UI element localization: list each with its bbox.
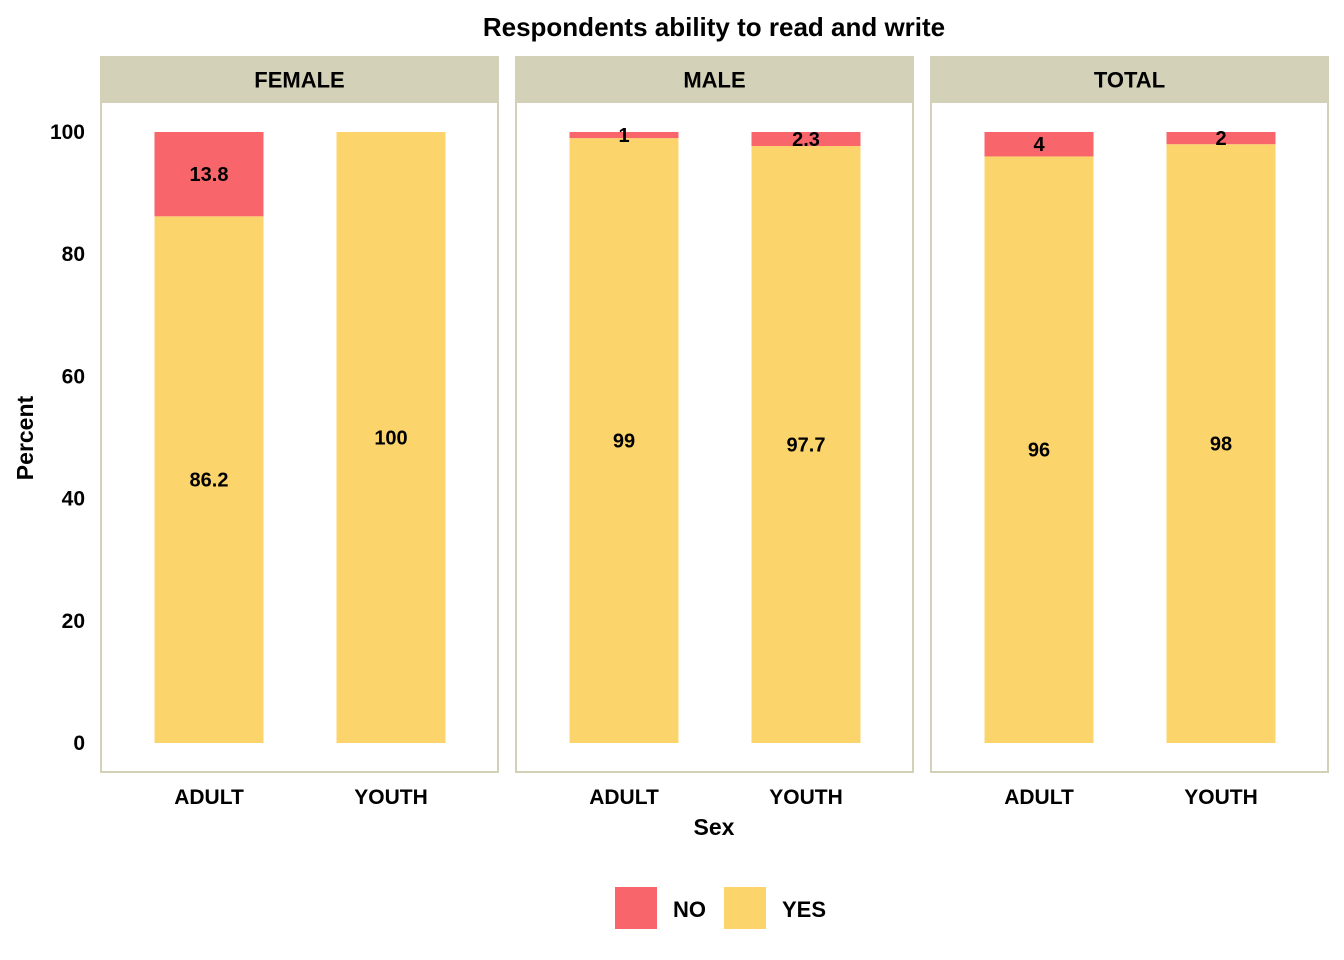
y-tick-label: 20	[62, 610, 85, 633]
legend-label-no: NO	[673, 897, 706, 922]
legend-label-yes: YES	[782, 897, 826, 922]
x-tick-label: YOUTH	[354, 786, 428, 809]
data-label: 2.3	[792, 129, 820, 151]
x-tick-label: YOUTH	[769, 786, 843, 809]
x-tick-label: ADULT	[589, 786, 659, 809]
legend: NO YES	[615, 887, 826, 929]
y-tick-label: 100	[50, 121, 85, 144]
y-tick-label: 60	[62, 365, 85, 388]
y-axis-ticks: 0 20 40 60 80 100	[50, 121, 85, 755]
bar-no-adult	[154, 132, 264, 217]
legend-swatch-no	[615, 887, 657, 929]
bar-yes-youth	[336, 132, 446, 743]
facet-strip-label: MALE	[683, 68, 745, 93]
bar-yes-adult	[569, 138, 679, 744]
facet-panel-total: TOTAL 96 4 ADULT 98 2 YOUTH	[930, 56, 1329, 809]
facet-strip	[930, 56, 1329, 103]
bar-yes-youth	[751, 146, 861, 744]
data-label: 13.8	[190, 164, 229, 186]
bar-yes-adult	[154, 216, 264, 743]
bar-yes-adult	[984, 156, 1094, 743]
data-label: 100	[374, 428, 407, 450]
bar-no-adult	[984, 132, 1094, 157]
bar-no-adult	[569, 132, 679, 139]
x-tick-label: YOUTH	[1184, 786, 1258, 809]
data-label: 98	[1210, 434, 1232, 456]
chart-title: Respondents ability to read and write	[483, 12, 945, 42]
bar-no-youth	[1166, 132, 1276, 145]
x-tick-label: ADULT	[174, 786, 244, 809]
facet-strip-label: TOTAL	[1094, 68, 1165, 93]
x-tick-label: ADULT	[1004, 786, 1074, 809]
y-axis-label: Percent	[12, 395, 38, 480]
data-label: 2	[1215, 128, 1226, 150]
y-tick-label: 40	[62, 488, 85, 511]
facet-panel-male: MALE 99 1 ADULT 97.7 2.3 YOUTH	[515, 56, 914, 809]
data-label: 86.2	[190, 470, 229, 492]
y-tick-label: 0	[73, 732, 85, 755]
data-label: 99	[613, 431, 635, 453]
facet-strip	[515, 56, 914, 103]
data-label: 97.7	[787, 435, 826, 457]
facet-strip-label: FEMALE	[254, 68, 344, 93]
bar-yes-youth	[1166, 144, 1276, 744]
facet-panels: FEMALE 86.2 13.8 ADULT 100 YOUTH MALE 99 1 ADULT 9…	[100, 56, 1329, 809]
y-tick-label: 80	[62, 243, 85, 266]
x-axis-label: Sex	[694, 814, 735, 840]
data-label: 4	[1033, 134, 1045, 156]
bar-no-youth	[751, 132, 861, 147]
data-label: 1	[618, 125, 629, 147]
facet-panel-female: FEMALE 86.2 13.8 ADULT 100 YOUTH	[100, 56, 499, 809]
data-label: 96	[1028, 440, 1050, 462]
legend-swatch-yes	[724, 887, 766, 929]
facet-strip	[100, 56, 499, 103]
